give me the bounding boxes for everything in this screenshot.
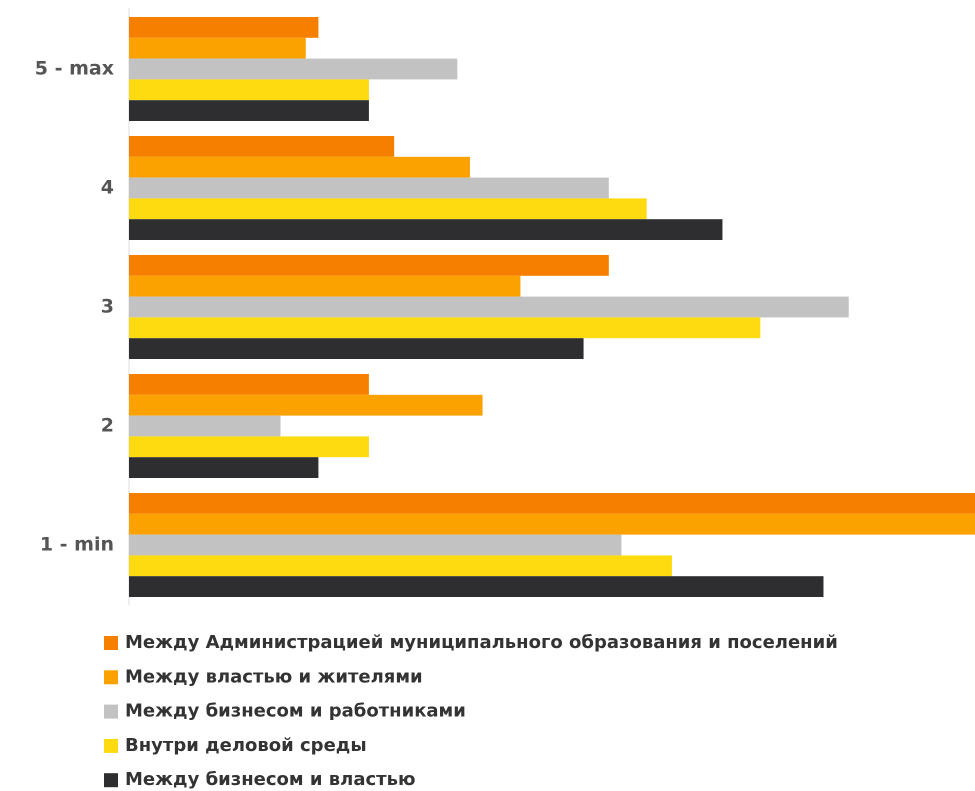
y-tick-label: 2 bbox=[101, 415, 114, 437]
bar bbox=[129, 555, 672, 577]
bar bbox=[129, 513, 975, 535]
legend-swatch bbox=[104, 636, 118, 650]
y-tick-label: 3 bbox=[101, 296, 114, 318]
legend-label: Между бизнесом и работниками bbox=[125, 701, 466, 722]
bar bbox=[129, 394, 483, 416]
y-tick-label: 5 - max bbox=[35, 58, 114, 80]
bar bbox=[129, 534, 622, 556]
bar bbox=[129, 219, 723, 240]
legend-swatch bbox=[104, 738, 118, 753]
bar bbox=[129, 436, 369, 458]
legend-swatch bbox=[104, 773, 118, 788]
bar bbox=[129, 275, 521, 297]
bar bbox=[129, 317, 761, 339]
bar bbox=[129, 100, 369, 121]
legend-swatch bbox=[104, 704, 118, 719]
bar bbox=[129, 79, 369, 101]
legend-label: Между Администрацией муниципального обра… bbox=[125, 632, 838, 653]
bar bbox=[129, 415, 281, 437]
bar bbox=[129, 296, 849, 318]
bar bbox=[129, 156, 470, 178]
bar bbox=[129, 177, 609, 199]
legend-label: Между бизнесом и властью bbox=[125, 769, 415, 790]
y-tick-label: 1 - min bbox=[40, 534, 114, 556]
bar bbox=[129, 58, 458, 80]
bar bbox=[129, 37, 306, 59]
bar bbox=[129, 136, 395, 157]
bar bbox=[129, 338, 584, 359]
legend-label: Внутри деловой среды bbox=[125, 735, 367, 756]
bar bbox=[129, 576, 824, 597]
y-tick-label: 4 bbox=[101, 177, 114, 199]
bar bbox=[129, 198, 647, 220]
bar bbox=[129, 374, 369, 395]
bar bbox=[129, 457, 319, 478]
bar bbox=[129, 17, 319, 38]
bar bbox=[129, 255, 609, 276]
bar bbox=[129, 493, 975, 514]
legend-swatch bbox=[104, 670, 118, 685]
legend-label: Между властью и жителями bbox=[125, 666, 423, 687]
